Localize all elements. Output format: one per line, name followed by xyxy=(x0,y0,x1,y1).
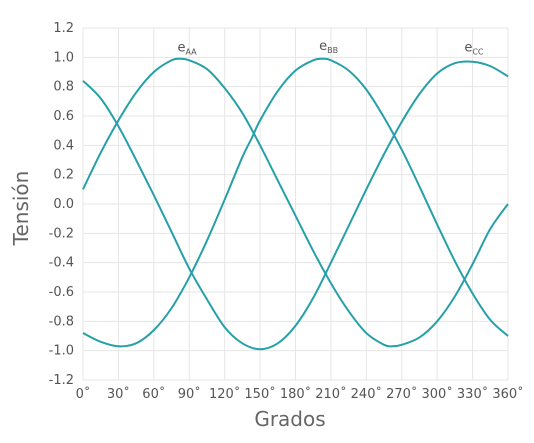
y-tick-label: -0.8 xyxy=(49,314,74,329)
y-tick-label: 1.2 xyxy=(53,21,74,36)
y-tick-label: 0.8 xyxy=(53,80,74,95)
x-tick-label: 360˚ xyxy=(492,386,523,402)
x-tick-label: 60˚ xyxy=(142,386,165,402)
series-line-cc xyxy=(82,60,509,351)
y-tick-label: 0.2 xyxy=(53,168,74,183)
x-tick-label: 240˚ xyxy=(351,386,382,402)
x-tick-label: 150˚ xyxy=(244,386,275,402)
series-curves xyxy=(82,57,509,351)
y-tick-label: 1.0 xyxy=(53,50,74,65)
y-tick-label: 0.0 xyxy=(53,197,74,212)
series-line-bb xyxy=(82,57,509,348)
y-tick-label: -1.0 xyxy=(49,344,74,359)
series-label-aa: eAA xyxy=(177,40,197,56)
x-tick-label: 270˚ xyxy=(386,386,417,402)
x-tick-label: 0˚ xyxy=(76,386,91,402)
x-tick-label: 210˚ xyxy=(315,386,346,402)
x-tick-labels: 0˚ 30˚ 60˚ 90˚ 120˚ 150˚ 180˚ 210˚ 240˚ 270˚ 300˚ 3… xyxy=(76,386,524,402)
y-tick-label: -0.2 xyxy=(49,226,74,241)
series-line-aa xyxy=(82,57,509,348)
series-labels: eAA eBB eCC xyxy=(177,39,483,56)
y-tick-label: 0.4 xyxy=(53,138,74,153)
y-tick-label: 0.6 xyxy=(53,109,74,124)
y-tick-label: -1.2 xyxy=(49,373,74,388)
x-tick-label: 180˚ xyxy=(280,386,311,402)
series-label-cc: eCC xyxy=(464,40,484,56)
x-tick-label: 90˚ xyxy=(178,386,201,402)
x-tick-label: 300˚ xyxy=(422,386,453,402)
y-tick-labels: 1.2 1.0 0.8 0.6 0.4 0.2 0.0 -0.2 -0.4 -0.6 -0.8 -1.… xyxy=(49,21,74,388)
y-tick-label: -0.6 xyxy=(49,285,74,300)
y-axis-title: Tensión xyxy=(9,171,33,247)
x-tick-label: 330˚ xyxy=(457,386,488,402)
y-tick-label: -0.4 xyxy=(49,256,74,271)
series-label-bb: eBB xyxy=(319,39,338,55)
x-tick-label: 30˚ xyxy=(107,386,130,402)
x-axis-title: Grados xyxy=(254,407,325,431)
x-tick-label: 120˚ xyxy=(209,386,240,402)
